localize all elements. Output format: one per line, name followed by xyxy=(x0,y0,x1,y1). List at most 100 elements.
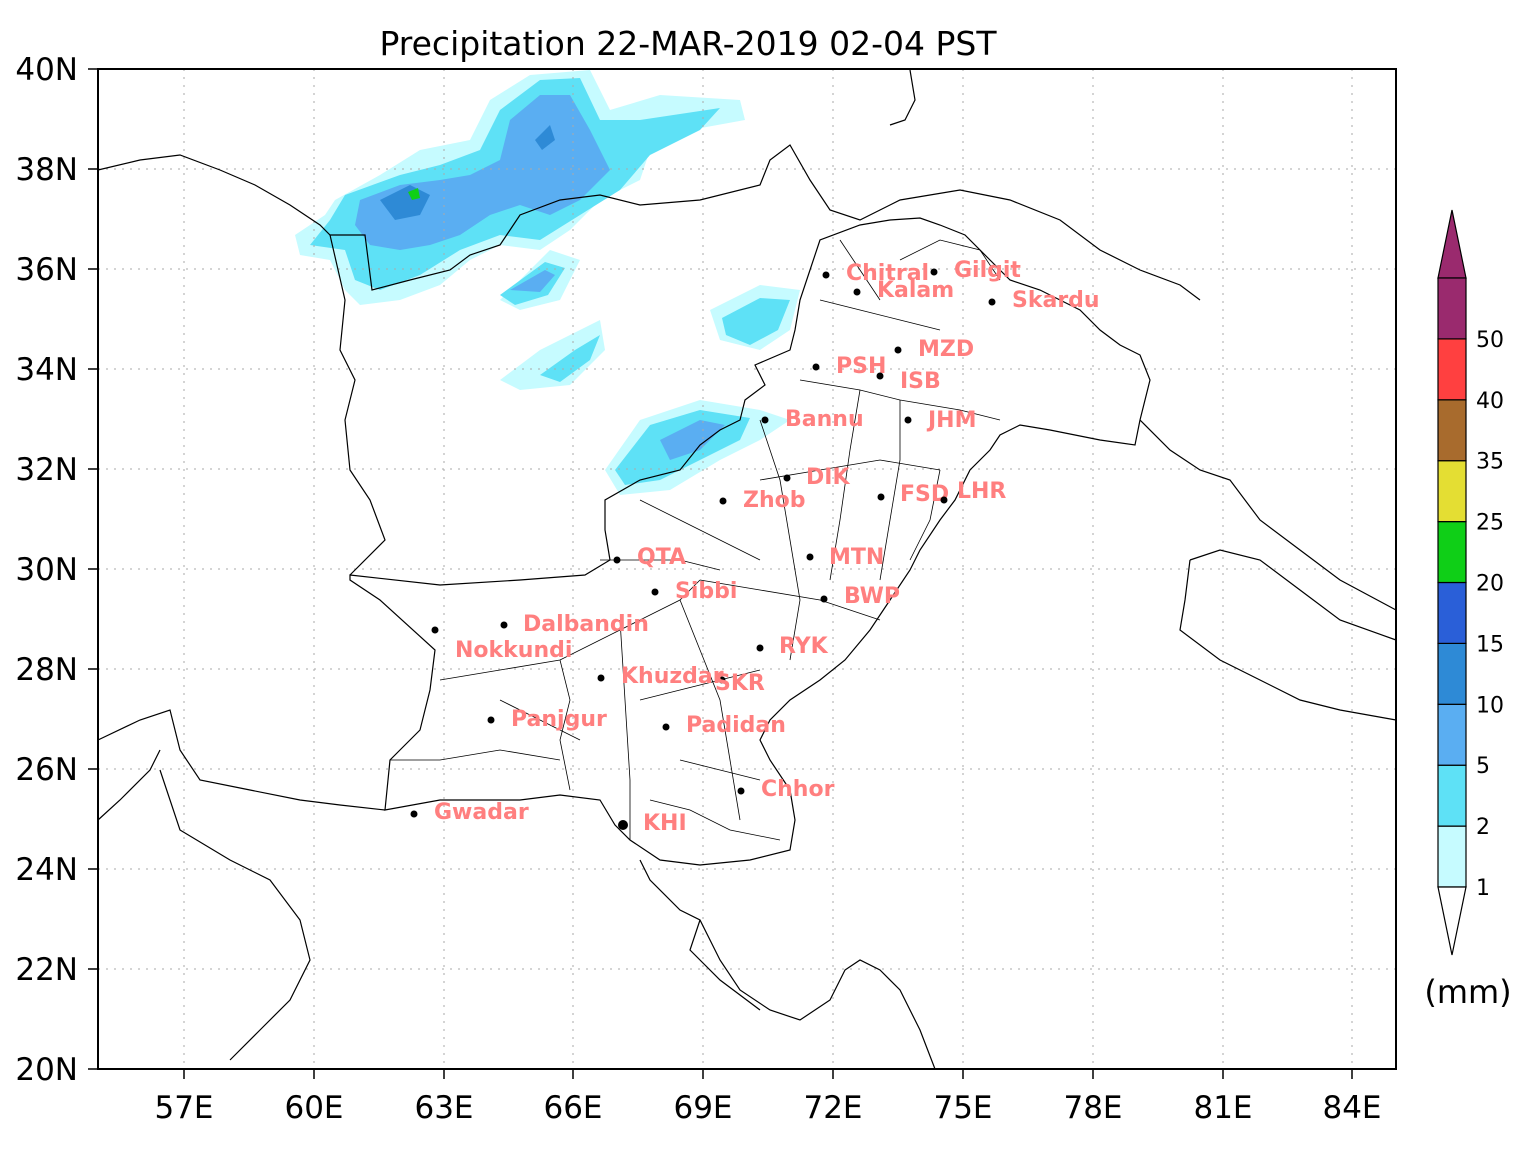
station-dot xyxy=(613,556,621,564)
station-dot xyxy=(876,372,884,380)
station-dot xyxy=(662,723,670,731)
map-area: Chitral Gilgit Kalam Skardu MZD PSH ISB … xyxy=(88,68,1397,1079)
colorbar-level-label: 40 xyxy=(1476,389,1504,414)
station-label: MTN xyxy=(829,545,884,570)
station-dot xyxy=(487,716,495,724)
station-label: Khuzdar xyxy=(621,664,724,689)
colorbar-over-arrow xyxy=(1437,209,1467,279)
y-tick-label: 22N xyxy=(15,952,78,988)
admin-boundaries xyxy=(390,239,1001,841)
station-dot xyxy=(904,416,912,424)
station-label: DIK xyxy=(806,465,850,490)
station-label: Panjgur xyxy=(511,707,607,732)
station-dot xyxy=(756,644,764,652)
station-dot xyxy=(894,346,902,354)
x-tick-label: 66E xyxy=(543,1090,602,1126)
x-tick-label: 63E xyxy=(414,1090,473,1126)
y-tick-label: 34N xyxy=(15,352,78,388)
colorbar-segment xyxy=(1437,277,1467,340)
station-dot xyxy=(410,810,418,818)
y-tick-label: 20N xyxy=(15,1052,78,1088)
x-tick-label: 69E xyxy=(673,1090,732,1126)
x-tick-label: 78E xyxy=(1063,1090,1122,1126)
station-label: LHR xyxy=(957,479,1006,504)
station-dot xyxy=(431,626,439,634)
station-dot xyxy=(806,553,814,561)
station-dot xyxy=(877,493,885,501)
station-label: BWP xyxy=(844,584,900,609)
station-label: Kalam xyxy=(877,278,954,303)
station-label: Padidan xyxy=(686,713,786,738)
station-dot xyxy=(500,621,508,629)
colorbar-level-label: 15 xyxy=(1476,632,1504,657)
map-title: Precipitation 22-MAR-2019 02-04 PST xyxy=(379,24,997,63)
station-label: Dalbandin xyxy=(523,612,649,637)
colorbar-level-label: 50 xyxy=(1476,328,1504,353)
colorbar-segment xyxy=(1437,520,1467,584)
y-tick-label: 26N xyxy=(15,752,78,788)
y-tick-label: 32N xyxy=(15,452,78,488)
y-tick-label: 24N xyxy=(15,852,78,888)
station-dot xyxy=(822,271,830,279)
station-label: Sibbi xyxy=(675,579,737,604)
station-label: Gwadar xyxy=(434,800,529,825)
station-dot xyxy=(820,595,828,603)
station-label: Bannu xyxy=(785,407,864,432)
x-tick-label: 60E xyxy=(284,1090,343,1126)
colorbar-segment xyxy=(1437,399,1467,462)
colorbar-under-arrow xyxy=(1437,886,1467,956)
station-label: Zhob xyxy=(743,488,805,513)
x-tick-label: 81E xyxy=(1193,1090,1252,1126)
station-dot xyxy=(718,676,726,684)
colorbar-unit-label: (mm) xyxy=(1424,973,1511,1011)
station-dot xyxy=(783,474,791,482)
y-tick-label: 30N xyxy=(15,552,78,588)
colorbar-segment xyxy=(1437,338,1467,401)
colorbar-level-label: 2 xyxy=(1476,815,1490,840)
station-dot xyxy=(930,268,938,276)
x-axis-labels: 57E 60E 63E 66E 69E 72E 75E 78E 81E 84E xyxy=(154,1090,1381,1126)
y-tick-label: 28N xyxy=(15,652,78,688)
station-label: KHI xyxy=(643,811,687,836)
station-label: Gilgit xyxy=(954,258,1021,283)
station-dot xyxy=(853,288,861,296)
station-label: ISB xyxy=(900,369,941,394)
colorbar-level-label: 5 xyxy=(1476,754,1490,779)
colorbar-segment xyxy=(1437,581,1467,645)
station-label: MZD xyxy=(918,337,974,362)
colorbar-level-label: 20 xyxy=(1476,572,1504,597)
tick-marks xyxy=(88,68,1353,1079)
station-label: Nokkundi xyxy=(455,638,572,663)
station-dot xyxy=(597,674,605,682)
station-dot xyxy=(940,496,948,504)
station-dot xyxy=(719,497,727,505)
colorbar-segment xyxy=(1437,460,1467,523)
colorbar-level-label: 1 xyxy=(1476,876,1490,901)
station-dot xyxy=(737,787,745,795)
colorbar-level-label: 10 xyxy=(1476,693,1504,718)
colorbar-segment xyxy=(1437,703,1467,766)
station-label: Chhor xyxy=(761,777,835,802)
x-tick-label: 75E xyxy=(933,1090,992,1126)
station-dot xyxy=(618,820,628,830)
station-label: RYK xyxy=(779,634,829,659)
station-label: QTA xyxy=(637,545,686,570)
boundaries xyxy=(97,69,1397,1070)
colorbar-segment xyxy=(1437,825,1467,888)
x-tick-label: 57E xyxy=(154,1090,213,1126)
y-tick-label: 36N xyxy=(15,252,78,288)
graticule xyxy=(98,69,1396,1069)
colorbar-level-label: 35 xyxy=(1476,450,1504,475)
y-tick-label: 40N xyxy=(15,52,78,88)
y-tick-label: 38N xyxy=(15,152,78,188)
station-label: JHM xyxy=(926,408,977,433)
colorbar-level-label: 25 xyxy=(1476,511,1504,536)
station-label: Chitral xyxy=(846,261,929,286)
station-label: SKR xyxy=(715,671,765,696)
station-label: FSD xyxy=(900,482,949,507)
x-tick-label: 84E xyxy=(1322,1090,1381,1126)
station-dot xyxy=(988,298,996,306)
station-dot xyxy=(761,416,769,424)
x-tick-label: 72E xyxy=(803,1090,862,1126)
colorbar-segment xyxy=(1437,764,1467,827)
